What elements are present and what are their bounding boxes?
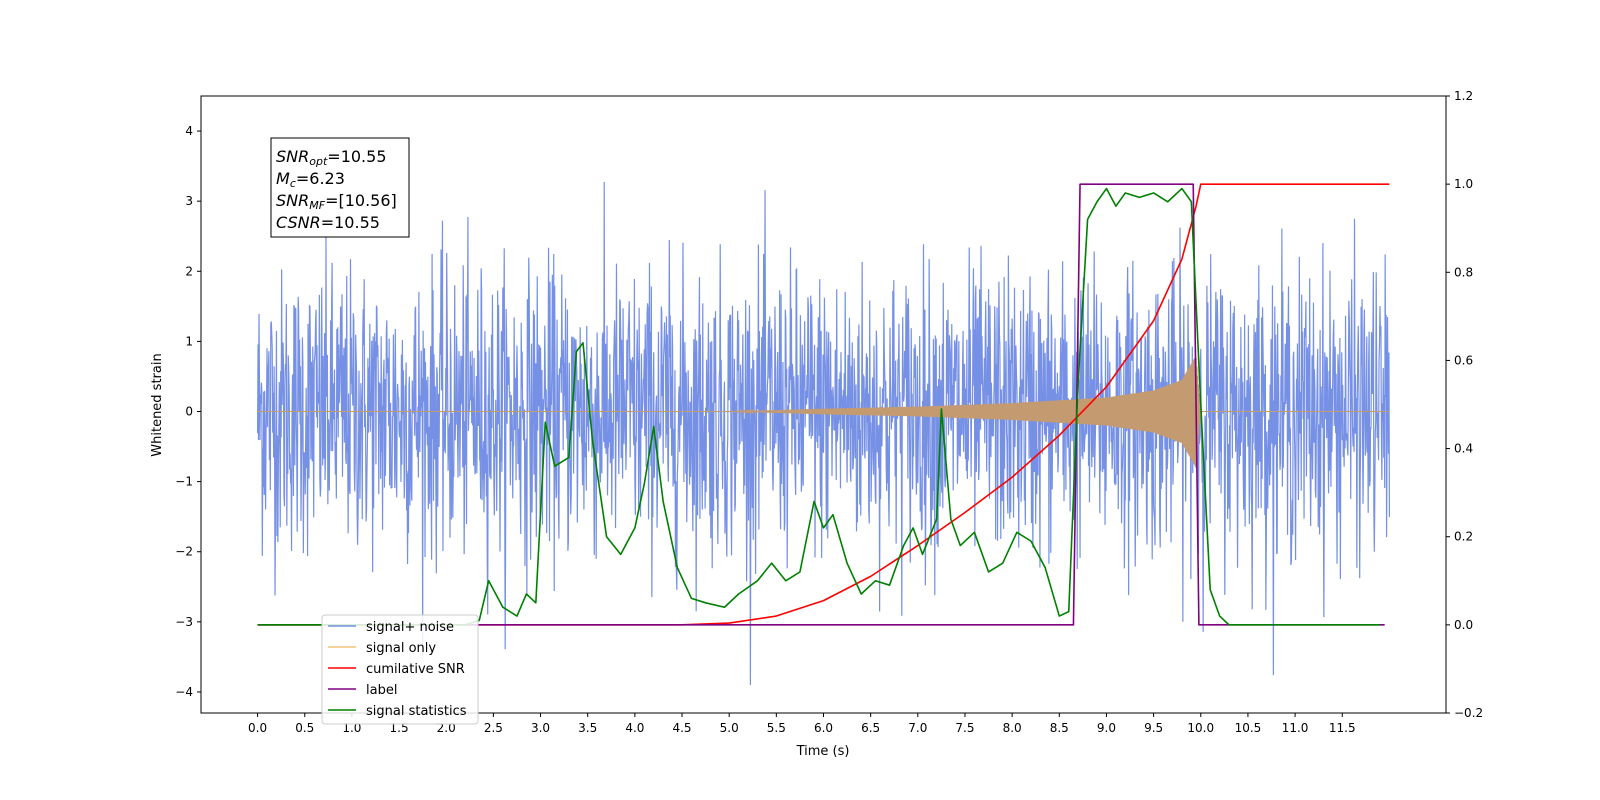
x-axis: 0.0 0.5 1.0 1.5 2.0 2.5 3.0 3.5 4.0 4.5 5.0 5.5 6.0 6… xyxy=(248,713,1356,735)
x-tick-label: 9.0 xyxy=(1097,721,1116,735)
x-tick-label: 6.5 xyxy=(861,721,880,735)
mc-text: Mc=6.23 xyxy=(276,169,345,190)
y-right-tick-label: 0.8 xyxy=(1454,265,1473,279)
y-left-tick-label: 3 xyxy=(185,194,193,208)
legend-label: cumilative SNR xyxy=(366,662,465,677)
x-tick-label: 0.5 xyxy=(295,721,314,735)
x-axis-label: Time (s) xyxy=(796,744,850,759)
x-tick-label: 10.0 xyxy=(1187,721,1214,735)
legend-label: signal only xyxy=(366,641,436,656)
signal-plus-noise-line xyxy=(256,181,1391,685)
y-right-tick-label: 0.0 xyxy=(1454,618,1473,632)
y-right-tick-label: 0.4 xyxy=(1454,442,1473,456)
x-tick-label: 3.5 xyxy=(578,721,597,735)
y-left-tick-label: −1 xyxy=(175,475,193,489)
x-tick-label: 9.5 xyxy=(1144,721,1163,735)
snr-mf-text: SNRMF=[10.56] xyxy=(276,191,397,212)
y-right-tick-label: 0.2 xyxy=(1454,530,1473,544)
y-right-tick-label: −0.2 xyxy=(1454,706,1483,720)
y-right-tick-label: 0.6 xyxy=(1454,353,1473,367)
x-tick-label: 11.5 xyxy=(1329,721,1356,735)
x-tick-label: 3.0 xyxy=(531,721,550,735)
y-left-tick-label: −2 xyxy=(175,545,193,559)
legend-label: signal+ noise xyxy=(366,620,454,635)
series-cumilative-snr xyxy=(257,183,1390,626)
x-tick-label: 4.0 xyxy=(625,721,644,735)
x-tick-label: 7.5 xyxy=(955,721,974,735)
y-axis-label: Whitened strain xyxy=(150,353,165,456)
plot-area xyxy=(256,181,1391,685)
y-left-tick-label: −3 xyxy=(175,615,193,629)
right-axis-series xyxy=(257,183,1390,626)
y-right-tick-label: 1.2 xyxy=(1454,89,1473,103)
y-axis-right: −0.2 0.0 0.2 0.4 0.6 0.8 1.0 1.2 xyxy=(1446,89,1483,720)
legend-label: signal statistics xyxy=(366,704,467,719)
x-tick-label: 10.5 xyxy=(1235,721,1262,735)
x-tick-label: 7.0 xyxy=(908,721,927,735)
y-right-tick-label: 1.0 xyxy=(1454,177,1473,191)
x-tick-label: 0.0 xyxy=(248,721,267,735)
y-left-tick-label: −4 xyxy=(175,685,193,699)
y-left-tick-label: 0 xyxy=(185,405,193,419)
x-tick-label: 8.5 xyxy=(1050,721,1069,735)
annotation-box: SNRopt=10.55 Mc=6.23 SNRMF=[10.56] CSNR=… xyxy=(270,137,410,238)
x-tick-label: 5.5 xyxy=(767,721,786,735)
legend-label: label xyxy=(366,683,397,698)
y-left-tick-label: 4 xyxy=(185,124,193,138)
x-tick-label: 8.0 xyxy=(1003,721,1022,735)
series-signal-plus-noise xyxy=(256,181,1391,685)
y-left-tick-label: 1 xyxy=(185,334,193,348)
y-axis-left: −4 −3 −2 −1 0 1 2 3 4 xyxy=(175,124,201,699)
x-tick-label: 2.5 xyxy=(484,721,503,735)
csnr-text: CSNR=10.55 xyxy=(276,213,380,232)
y-left-tick-label: 2 xyxy=(185,264,193,278)
x-tick-label: 5.0 xyxy=(720,721,739,735)
snr-opt-text: SNRopt=10.55 xyxy=(276,147,387,168)
legend: signal+ noise signal only cumilative SNR la… xyxy=(321,614,479,725)
series-signal-statistics xyxy=(257,187,1380,626)
x-tick-label: 11.0 xyxy=(1282,721,1309,735)
x-tick-label: 4.5 xyxy=(672,721,691,735)
x-tick-label: 6.0 xyxy=(814,721,833,735)
